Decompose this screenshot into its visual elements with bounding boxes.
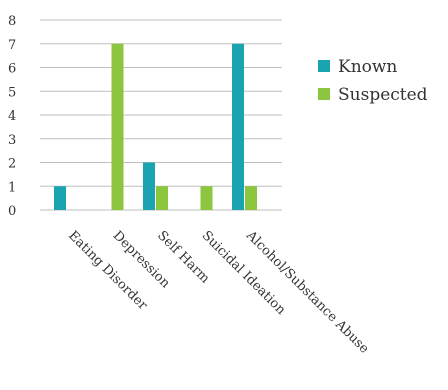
y-tick-label: 6 <box>8 62 16 77</box>
y-tick-label: 4 <box>8 109 16 124</box>
y-tick-label: 3 <box>8 133 16 148</box>
gridlines <box>40 19 282 211</box>
y-tick-label: 2 <box>8 157 16 172</box>
bar-suspected-3 <box>200 186 213 210</box>
y-tick-label: 0 <box>8 204 16 219</box>
bar-suspected-4 <box>245 186 257 210</box>
y-axis-ticks: 0 1 2 3 4 5 6 7 8 <box>8 14 16 219</box>
y-tick-label: 7 <box>8 38 16 53</box>
x-category-label: Eating Disorder <box>65 228 150 313</box>
y-tick-label: 1 <box>8 180 16 195</box>
x-category-label: Suicidal Ideation <box>199 228 289 318</box>
bar-suspected-2 <box>156 186 168 210</box>
bar-known-2 <box>143 162 155 210</box>
legend: Known Suspected <box>318 57 428 105</box>
y-tick-label: 8 <box>8 14 16 29</box>
bars <box>54 43 257 210</box>
y-tick-label: 5 <box>8 85 16 100</box>
bar-suspected-1 <box>111 43 124 210</box>
legend-label-suspected: Suspected <box>338 85 428 105</box>
bar-known-4 <box>232 43 244 210</box>
legend-swatch-suspected <box>318 88 330 100</box>
legend-label-known: Known <box>338 57 397 77</box>
bar-known-0 <box>54 186 66 210</box>
legend-swatch-known <box>318 60 330 72</box>
